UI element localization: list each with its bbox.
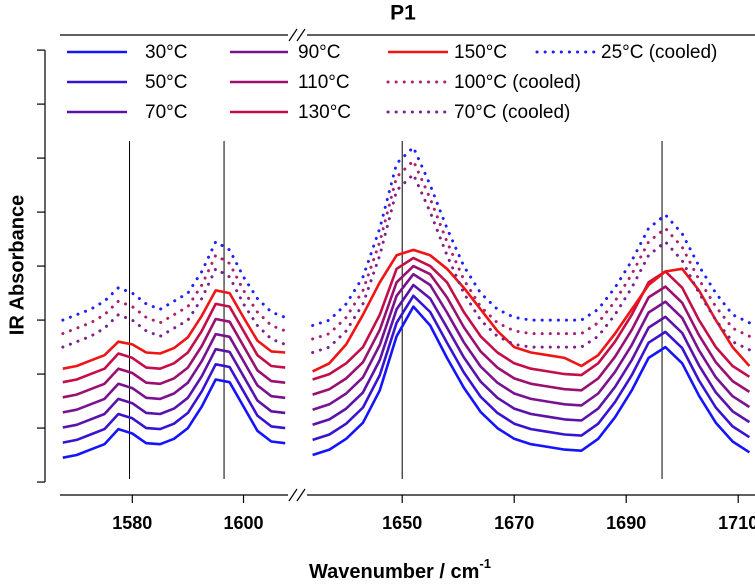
series-line — [61, 240, 287, 322]
series-line — [312, 294, 751, 442]
break-mark — [288, 28, 298, 42]
series-line — [312, 264, 751, 396]
series-line — [62, 378, 286, 459]
legend-label: 100°C (cooled) — [454, 72, 581, 93]
series-line — [62, 302, 286, 384]
legend-label: 130°C — [298, 102, 351, 123]
x-tick-label: 1690 — [606, 513, 646, 533]
legend-label: 70°C — [145, 102, 187, 123]
series-line — [311, 159, 751, 341]
series-line — [62, 289, 286, 370]
x-axis-label-text: Wavenumber / cm — [309, 561, 479, 583]
legend-label: 25°C (cooled) — [601, 42, 717, 63]
x-tick-label: 1710 — [718, 513, 755, 533]
legend-label: 90°C — [298, 42, 340, 63]
series-line — [312, 256, 751, 381]
x-tick-label: 1650 — [382, 513, 422, 533]
x-tick-label: 1600 — [223, 513, 263, 533]
legend-label: 30°C — [145, 42, 187, 63]
legend-label: 110°C — [298, 72, 350, 93]
axis-break — [288, 28, 306, 502]
x-tick-label: 1580 — [112, 513, 152, 533]
series-line — [311, 172, 751, 354]
legend-label: 150°C — [454, 42, 507, 63]
series-line — [61, 267, 287, 349]
series-line — [312, 283, 751, 427]
series-line — [62, 363, 286, 444]
series-line — [62, 317, 286, 399]
break-mark — [288, 488, 298, 502]
series-line — [62, 332, 286, 414]
y-axis-label: IR Absorbance — [6, 195, 28, 335]
x-axis-label: Wavenumber / cm-1 — [309, 556, 491, 583]
series-line — [312, 248, 751, 373]
legend-label: 70°C (cooled) — [454, 102, 570, 123]
x-tick-label: 1670 — [494, 513, 534, 533]
legend-label: 50°C — [145, 72, 187, 93]
series-line — [312, 305, 751, 457]
break-mark — [296, 28, 306, 42]
series-line — [311, 145, 751, 327]
series-line — [312, 272, 751, 411]
break-mark — [296, 488, 306, 502]
x-axis-label-sup: -1 — [479, 556, 491, 571]
series-line — [62, 347, 286, 429]
series-line — [61, 253, 287, 336]
chart-title: P1 — [390, 2, 416, 25]
